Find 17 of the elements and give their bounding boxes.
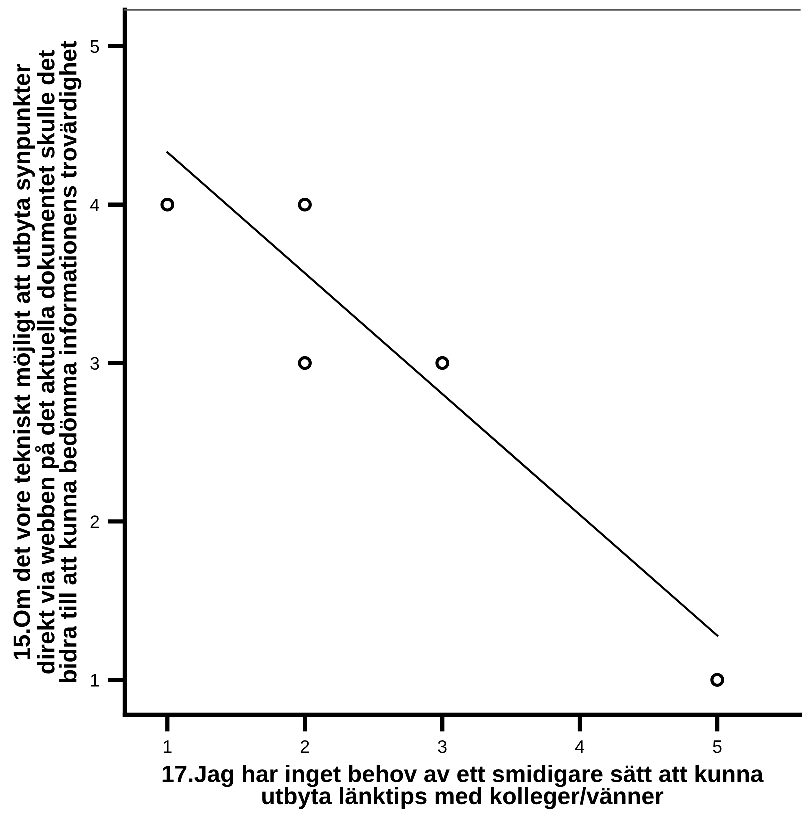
y-axis-title: 15.Om det vore tekniskt möjligt att utbyta synpunkter direkt via webben på det aktuella dokumentet skulle det bidra till att kunna bedömma informationens trovärdighet bbox=[13, 41, 82, 682]
x-tick-label: 3 bbox=[438, 740, 447, 754]
point bbox=[160, 198, 175, 212]
x-axis-title: 17.Jag har inget behov av ett smidigare sätt att kunna utbyta länktips med kolleger/vänner bbox=[162, 765, 764, 810]
y-tick-label: 2 bbox=[90, 516, 100, 528]
point bbox=[710, 673, 724, 688]
point bbox=[298, 198, 312, 212]
y-tick-label: 4 bbox=[90, 198, 100, 212]
y-tick-label: 1 bbox=[91, 674, 100, 687]
point bbox=[298, 356, 312, 370]
y-tick-label: 3 bbox=[90, 357, 100, 370]
x-tick-label: 2 bbox=[300, 740, 310, 754]
x-tick-label: 4 bbox=[575, 740, 585, 754]
y-tick-label: 5 bbox=[90, 40, 100, 54]
x-tick-label: 5 bbox=[713, 740, 722, 754]
point bbox=[436, 356, 450, 370]
x-tick-label: 1 bbox=[164, 740, 172, 754]
